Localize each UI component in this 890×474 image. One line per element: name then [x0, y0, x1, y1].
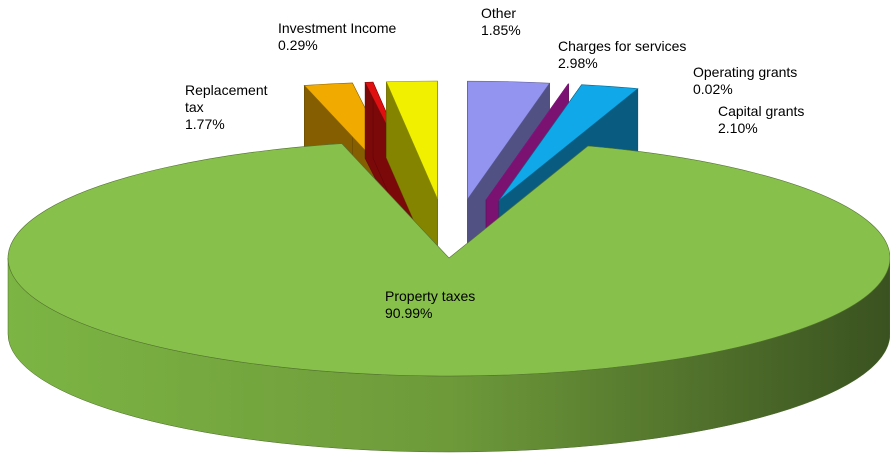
slice-name: Investment Income — [278, 20, 397, 36]
slice — [485, 83, 570, 201]
slice-name: Capital grants — [718, 103, 805, 119]
slice-value: 2.98% — [558, 55, 598, 71]
slice — [467, 80, 551, 201]
slice-value: 2.10% — [718, 120, 758, 136]
slice-label: Charges for services 2.98% — [558, 38, 758, 72]
slice — [498, 84, 639, 201]
slice-name: Property taxes — [385, 288, 476, 304]
slice-name: Charges for services — [558, 38, 687, 54]
slice-label: Replacement tax 1.77% — [185, 82, 285, 133]
slice-name: Operating grants — [693, 64, 798, 80]
slice-value: 1.85% — [481, 22, 521, 38]
slice-value: 0.02% — [693, 81, 733, 97]
slice-label: Operating grants 0.02% — [693, 64, 813, 98]
slice-label: Other 1.85% — [481, 5, 541, 39]
slice-name: Replacement tax — [185, 82, 268, 115]
slice-label: Property taxes 90.99% — [385, 288, 505, 322]
slice — [7, 143, 890, 377]
slice-label: Capital grants 2.10% — [718, 103, 828, 137]
slice-label: Investment Income 0.29% — [278, 20, 458, 54]
slice-value: 0.29% — [278, 37, 318, 53]
slice — [385, 80, 438, 200]
slice-value: 1.77% — [185, 116, 225, 132]
slice-name: Other — [481, 5, 517, 21]
slice-value: 90.99% — [385, 305, 433, 321]
